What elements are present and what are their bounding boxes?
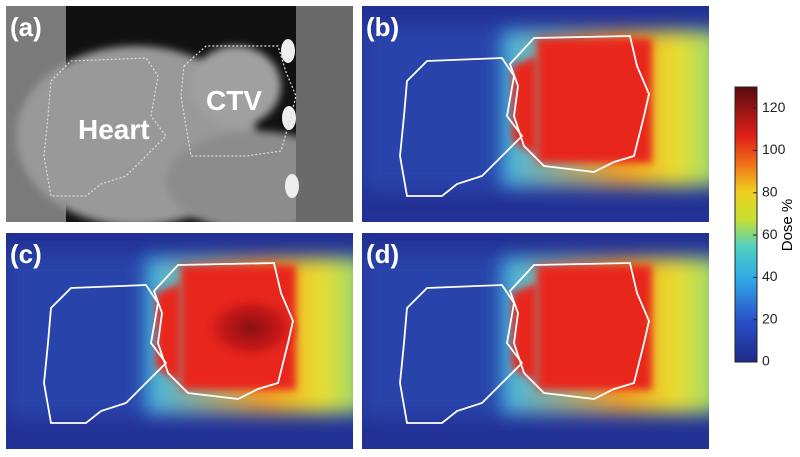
tick-label: 80 <box>762 183 778 199</box>
tick-label: 120 <box>762 99 786 115</box>
annotation-heart: Heart <box>78 114 150 145</box>
tick-label: 60 <box>762 226 778 242</box>
panel-label: (d) <box>366 239 399 269</box>
tick-label: 20 <box>762 310 778 326</box>
panel-dose: (b) <box>362 6 722 222</box>
tick-label: 40 <box>762 268 778 284</box>
tick-label: 100 <box>762 141 786 157</box>
colorbar-label: Dose % <box>779 199 796 252</box>
panel-label: (a) <box>10 12 42 42</box>
panel-label: (c) <box>10 239 42 269</box>
colorbar-gradient <box>734 86 758 363</box>
panel-dose: (c) <box>6 233 366 449</box>
annotation-ctv: CTV <box>206 85 262 116</box>
panel-label: (b) <box>366 12 399 42</box>
panel-dose: (d) <box>362 233 722 449</box>
colorbar: Dose % 0 20 40 60 80 100 120 <box>734 86 796 369</box>
tick-label: 0 <box>762 353 770 369</box>
panel-ct: Heart CTV (a) <box>6 6 353 222</box>
